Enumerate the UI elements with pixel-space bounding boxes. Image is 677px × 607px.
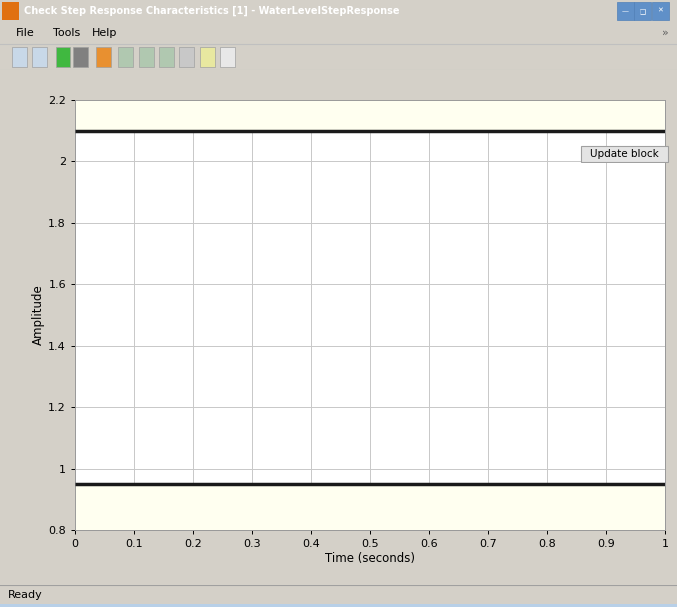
Text: Check Step Response Characteristics [1] - WaterLevelStepResponse: Check Step Response Characteristics [1] … (24, 6, 399, 16)
Bar (139, 47, 154, 67)
Text: Tools: Tools (53, 27, 80, 38)
Text: »: » (662, 27, 669, 38)
Y-axis label: Amplitude: Amplitude (32, 285, 45, 345)
Bar (652, 2, 669, 20)
Bar (634, 2, 651, 20)
Bar (96, 47, 111, 67)
Text: Help: Help (92, 27, 118, 38)
X-axis label: Time (seconds): Time (seconds) (325, 552, 415, 565)
Bar (200, 47, 215, 67)
Text: —: — (621, 8, 629, 14)
Text: File: File (16, 27, 35, 38)
Bar (159, 47, 174, 67)
Bar (179, 47, 194, 67)
Bar (0, 604, 677, 607)
Bar (118, 47, 133, 67)
Text: Ready: Ready (8, 590, 43, 600)
Text: ✕: ✕ (657, 8, 663, 14)
Text: Update block: Update block (590, 149, 659, 158)
Text: ❑: ❑ (640, 8, 646, 14)
Bar (73, 47, 88, 67)
Bar (220, 47, 235, 67)
Bar (75, 100, 665, 131)
Bar (75, 484, 665, 530)
Bar (32, 47, 47, 67)
Bar (2, 2, 19, 20)
Bar (56, 47, 70, 67)
Bar (12, 47, 27, 67)
Bar (617, 2, 634, 20)
